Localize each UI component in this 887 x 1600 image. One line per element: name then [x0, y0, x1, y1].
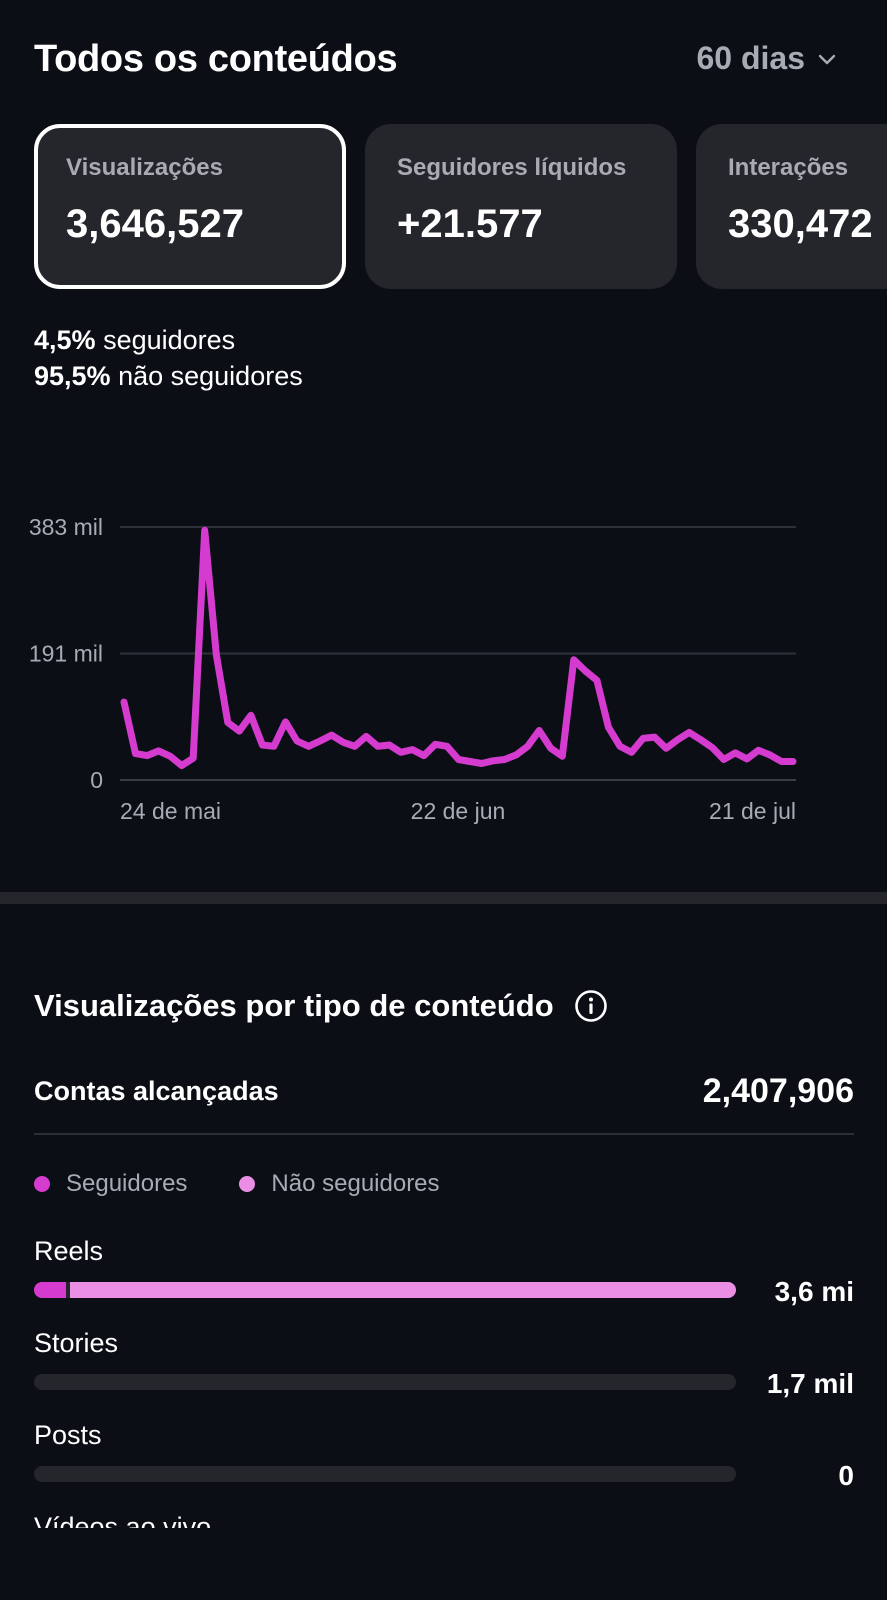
chevron-down-icon [818, 54, 836, 64]
metric-value: +21.577 [397, 202, 543, 246]
metric-label: Visualizações [66, 154, 223, 181]
y-tick-label: 191 mil [29, 641, 103, 667]
metric-label: Seguidores líquidos [397, 154, 627, 181]
legend-dot-followers [34, 1176, 50, 1192]
scroll-clip [0, 1528, 887, 1600]
metric-card-views[interactable]: Visualizações 3,646,527 [34, 124, 346, 289]
nonfollowers-pct: 95,5% [34, 361, 111, 391]
metric-value: 330,472 [728, 202, 873, 246]
content-type-value: 3,6 mi [774, 1276, 854, 1307]
nonfollowers-segment [70, 1282, 736, 1298]
metric-value: 3,646,527 [66, 202, 244, 246]
audience-split: 4,5% seguidores 95,5% não seguidores [34, 322, 303, 394]
y-tick-label: 383 mil [29, 514, 103, 540]
content-bar [34, 1282, 736, 1298]
legend-label: Não seguidores [271, 1170, 440, 1197]
views-chart[interactable]: 383 mil 191 mil 0 24 de mai 22 de jun 21 de j… [0, 500, 887, 850]
content-type-name: Reels [34, 1236, 104, 1266]
content-bar [34, 1374, 736, 1390]
x-tick-label: 24 de mai [120, 798, 221, 824]
y-tick-label: 0 [90, 767, 103, 793]
legend: Seguidores Não seguidores [34, 1170, 440, 1198]
nonfollowers-share: 95,5% não seguidores [34, 358, 303, 394]
metric-card-interactions[interactable]: Interações 330,472 [696, 124, 887, 289]
legend-dot-nonfollowers [239, 1176, 256, 1192]
section-title: Visualizações por tipo de conteúdo [34, 988, 554, 1023]
legend-item-nonfollowers: Não seguidores [239, 1170, 440, 1198]
content-bar [34, 1466, 736, 1482]
legend-label: Seguidores [66, 1170, 188, 1197]
reach-value: 2,407,906 [702, 1072, 854, 1110]
metric-cards: Visualizações 3,646,527 Seguidores líqui… [34, 124, 887, 290]
content-row-posts[interactable]: Posts 0 [34, 1420, 854, 1500]
x-tick-label: 22 de jun [411, 798, 506, 824]
content-type-name: Posts [34, 1420, 102, 1450]
x-tick-label: 21 de jul [709, 798, 796, 824]
views-line-chart: 383 mil 191 mil 0 24 de mai 22 de jun 21 de j… [29, 514, 797, 824]
views-series-line [120, 526, 797, 769]
section-divider [0, 892, 887, 904]
divider [34, 1133, 854, 1135]
followers-share: 4,5% seguidores [34, 322, 303, 358]
followers-pct: 4,5% [34, 325, 96, 355]
header: Todos os conteúdos 60 dias [34, 34, 839, 84]
legend-item-followers: Seguidores [34, 1170, 187, 1198]
followers-label: seguidores [103, 325, 236, 355]
accounts-reached: Contas alcançadas 2,407,906 [34, 1072, 854, 1116]
content-type-value: 0 [838, 1460, 854, 1491]
info-icon[interactable] [574, 989, 608, 1023]
content-type-value: 1,7 mil [766, 1368, 854, 1399]
content-type-name: Stories [34, 1328, 119, 1358]
reach-label: Contas alcançadas [34, 1076, 279, 1106]
content-row-reels[interactable]: Reels 3,6 mi [34, 1236, 854, 1316]
metric-card-net-followers[interactable]: Seguidores líquidos +21.577 [365, 124, 677, 289]
section-heading: Visualizações por tipo de conteúdo [34, 988, 608, 1024]
period-selector[interactable]: 60 dias [696, 40, 839, 77]
page-title: Todos os conteúdos [34, 38, 398, 80]
content-row-stories[interactable]: Stories 1,7 mil [34, 1328, 854, 1408]
period-label: 60 dias [696, 40, 805, 76]
followers-segment [34, 1282, 66, 1298]
metric-label: Interações [728, 154, 849, 181]
nonfollowers-label: não seguidores [118, 361, 303, 391]
